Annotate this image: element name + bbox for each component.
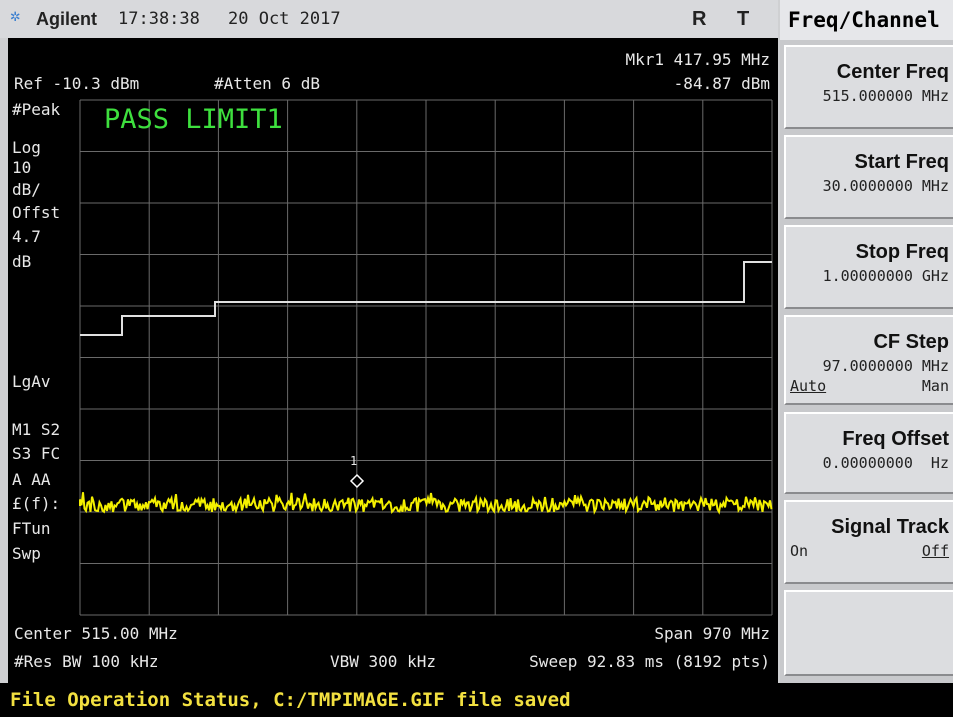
display: Ref -10.3 dBm #Atten 6 dB Mkr1 417.95 MH… [8,38,778,683]
softkey-label: CF Step [873,331,949,353]
side-label: dB [12,252,32,271]
logo-star: ✲ [10,6,21,26]
softkey[interactable] [784,590,953,676]
side-label: LgAv [12,372,51,391]
marker-diamond [349,473,365,489]
trace [79,492,773,515]
flag-r: R [692,8,707,30]
softkey-label: Start Freq [854,151,949,173]
ref-level: Ref -10.3 dBm [14,74,140,93]
side-label: A AA [12,470,51,489]
attenuation: #Atten 6 dB [214,74,320,93]
softkey-value: 97.0000000 MHz [822,357,949,375]
softkey[interactable]: Center Freq 515.000000 MHz [784,45,953,129]
softkey-option: Auto [790,377,827,395]
softkey[interactable]: Start Freq 30.0000000 MHz [784,135,953,219]
side-label: Offst [12,203,61,222]
res-bw: #Res BW 100 kHz [14,652,159,671]
softkey-value: 30.0000000 MHz [822,177,949,195]
center-freq: Center 515.00 MHz [14,624,178,643]
side-label: 4.7 [12,227,41,246]
side-label: M1 S2 [12,420,61,439]
softkey-value: 1.00000000 GHz [822,267,949,285]
side-label: FTun [12,519,51,538]
softkey[interactable]: Signal Track On Off [784,500,953,584]
marker-level: -84.87 dBm [673,74,770,93]
status-bar: File Operation Status, C:/TMPIMAGE.GIF f… [0,683,953,717]
graticule [79,99,773,616]
time: 17:38:38 [118,9,200,29]
sweep: Sweep 92.83 ms (8192 pts) [529,652,770,671]
side-label: £(f): [12,494,61,513]
menu-title: Freq/Channel [780,0,953,40]
side-label: 10 [12,158,32,177]
softkey-label: Freq Offset [842,428,949,450]
softkey-value: 515.000000 MHz [822,87,949,105]
softkey-menu: Freq/Channel Center Freq 515.000000 MHz St… [780,0,953,683]
softkey-option: On [790,542,809,560]
side-label: #Peak [12,100,61,119]
flag-t: T [737,8,750,30]
date: 20 Oct 2017 [228,9,341,29]
pass-indicator: PASS LIMIT1 [104,104,283,135]
limit-line [80,261,772,336]
softkey-label: Center Freq [836,61,949,83]
vbw: VBW 300 kHz [330,652,436,671]
softkey-label: Stop Freq [855,241,949,263]
logo: Agilent [36,9,97,29]
side-label: Log [12,138,41,157]
softkey[interactable]: Stop Freq 1.00000000 GHz [784,225,953,309]
softkey-label: Signal Track [831,516,949,538]
softkey-option: Off [921,542,949,560]
top-bar: ✲ Agilent 17:38:38 20 Oct 2017 R T [0,0,778,38]
side-label: Swp [12,544,41,563]
softkey[interactable]: Freq Offset 0.00000000 Hz [784,412,953,494]
marker-label: 1 [350,454,358,468]
span: Span 970 MHz [654,624,770,643]
softkey[interactable]: CF Step 97.0000000 MHz Auto Man [784,315,953,405]
side-label: S3 FC [12,444,61,463]
marker-freq: Mkr1 417.95 MHz [625,50,771,69]
softkey-option: Man [921,377,949,395]
softkey-value: 0.00000000 Hz [822,454,949,472]
side-label: dB/ [12,180,41,199]
